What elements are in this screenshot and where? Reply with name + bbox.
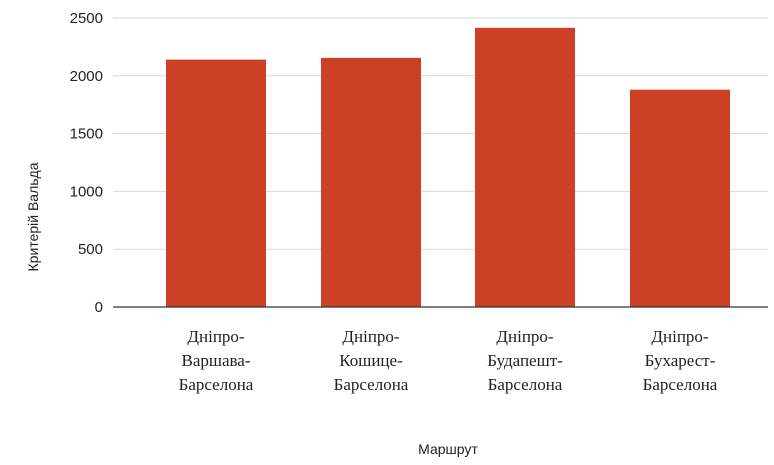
x-category-label: Дніпро-Будапешт-Барселона bbox=[487, 327, 563, 394]
y-tick-label: 500 bbox=[78, 241, 103, 258]
x-category-labels: Дніпро-Варшава-Барселона Дніпро-Кошице-Ба… bbox=[179, 327, 718, 394]
x-category-label: Дніпро-Бухарест-Барселона bbox=[643, 327, 718, 394]
y-tick-label: 1500 bbox=[70, 126, 103, 143]
bar bbox=[475, 27, 575, 308]
y-axis-title: Критерій Вальда bbox=[25, 162, 41, 271]
x-category-label: Дніпро-Варшава-Барселона bbox=[179, 327, 254, 394]
bars bbox=[166, 27, 730, 308]
y-tick-label: 0 bbox=[95, 299, 103, 316]
y-tick-labels: 0 500 1000 1500 2000 2500 bbox=[70, 10, 103, 316]
y-tick-label: 1000 bbox=[70, 183, 103, 200]
bar bbox=[630, 89, 730, 307]
y-tick-label: 2000 bbox=[70, 68, 103, 85]
bar bbox=[166, 59, 266, 308]
y-tick-label: 2500 bbox=[70, 10, 103, 27]
x-category-label: Дніпро-Кошице-Барселона bbox=[334, 327, 409, 394]
x-axis-title: Маршрут bbox=[418, 441, 478, 457]
bar bbox=[321, 57, 421, 307]
